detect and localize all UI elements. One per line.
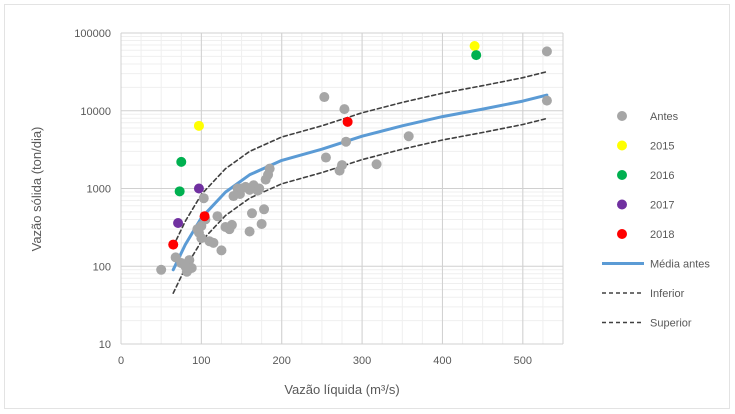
data-point-antes bbox=[216, 245, 227, 256]
data-point-antes bbox=[254, 183, 265, 194]
data-point-antes bbox=[319, 92, 330, 103]
y-axis-title: Vazão sólida (ton/dia) bbox=[29, 127, 44, 252]
data-point-antes bbox=[244, 226, 255, 237]
data-point-antes bbox=[186, 262, 197, 273]
data-point-2016 bbox=[471, 50, 482, 61]
data-point-2018 bbox=[199, 211, 210, 222]
series-line-superior bbox=[172, 70, 548, 248]
data-point-2016 bbox=[176, 156, 187, 167]
x-tick-label: 300 bbox=[353, 355, 371, 367]
data-point-antes bbox=[541, 95, 552, 106]
data-point-2015 bbox=[193, 120, 204, 131]
x-tick-label: 400 bbox=[433, 355, 451, 367]
data-point-antes bbox=[196, 233, 207, 244]
data-point-antes bbox=[259, 204, 270, 215]
data-point-antes bbox=[156, 264, 167, 275]
series-points bbox=[156, 41, 552, 277]
y-tick-labels: 10 100 1000 10000 100000 bbox=[74, 28, 111, 351]
legend-label: 2017 bbox=[650, 200, 674, 212]
legend-marker bbox=[617, 140, 627, 151]
legend-item-superior: Superior bbox=[602, 318, 692, 330]
legend-item-inferior: Inferior bbox=[602, 288, 685, 300]
data-point-antes bbox=[371, 159, 382, 170]
legend-item-2018: 2018 bbox=[617, 229, 674, 241]
legend-item-2015: 2015 bbox=[617, 140, 674, 153]
y-tick-label: 100 bbox=[93, 261, 111, 273]
data-point-2018 bbox=[342, 116, 353, 127]
legend-label: Inferior bbox=[650, 288, 685, 300]
y-tick-label: 100000 bbox=[74, 28, 111, 40]
data-point-antes bbox=[184, 255, 195, 266]
data-point-antes bbox=[341, 136, 352, 147]
x-tick-labels: 0 100 200 300 400 500 bbox=[118, 355, 532, 367]
x-tick-label: 0 bbox=[118, 355, 124, 367]
y-tick-label: 10 bbox=[99, 339, 111, 351]
legend-marker bbox=[617, 111, 627, 121]
data-point-antes bbox=[208, 237, 219, 248]
data-point-antes bbox=[337, 160, 347, 171]
chart-frame bbox=[4, 4, 730, 409]
data-point-antes bbox=[541, 46, 552, 57]
data-point-2018 bbox=[168, 239, 179, 250]
legend-label: 2016 bbox=[650, 170, 674, 182]
data-point-antes bbox=[212, 211, 223, 222]
legend-item-2017: 2017 bbox=[617, 199, 674, 212]
data-point-2017 bbox=[173, 217, 184, 228]
legend-marker bbox=[617, 229, 627, 239]
y-tick-label: 10000 bbox=[80, 106, 111, 118]
data-point-antes bbox=[256, 218, 267, 229]
data-point-antes bbox=[320, 152, 331, 163]
legend-item-media-antes: Média antes bbox=[602, 259, 710, 271]
x-axis-title: Vazão líquida (m³/s) bbox=[284, 382, 399, 397]
data-point-antes bbox=[226, 219, 237, 230]
series-lines bbox=[171, 70, 549, 294]
legend-label: Média antes bbox=[650, 259, 710, 271]
data-point-2016 bbox=[174, 186, 185, 197]
x-tick-label: 100 bbox=[192, 355, 210, 367]
series-line-media-antes bbox=[171, 93, 549, 272]
legend-marker bbox=[617, 170, 627, 180]
data-point-2017 bbox=[193, 183, 204, 194]
data-point-antes bbox=[264, 163, 275, 174]
x-tick-label: 200 bbox=[273, 355, 291, 367]
grid-layer bbox=[120, 32, 564, 345]
legend-marker bbox=[617, 199, 627, 210]
data-point-antes bbox=[403, 131, 414, 142]
legend-label: 2015 bbox=[650, 141, 674, 153]
data-point-antes bbox=[339, 104, 350, 115]
x-tick-label: 500 bbox=[514, 355, 532, 367]
legend-item-antes: Antes bbox=[617, 111, 679, 123]
legend: Antes 2015 2016 2017 2018 Média antes Inferior… bbox=[602, 111, 710, 330]
legend-label: 2018 bbox=[650, 229, 674, 241]
data-point-2015 bbox=[469, 41, 480, 52]
y-tick-label: 1000 bbox=[87, 184, 111, 196]
legend-item-2016: 2016 bbox=[617, 170, 674, 182]
legend-label: Antes bbox=[650, 111, 679, 123]
data-point-antes bbox=[198, 193, 209, 204]
legend-label: Superior bbox=[650, 318, 692, 330]
data-point-antes bbox=[246, 208, 257, 219]
